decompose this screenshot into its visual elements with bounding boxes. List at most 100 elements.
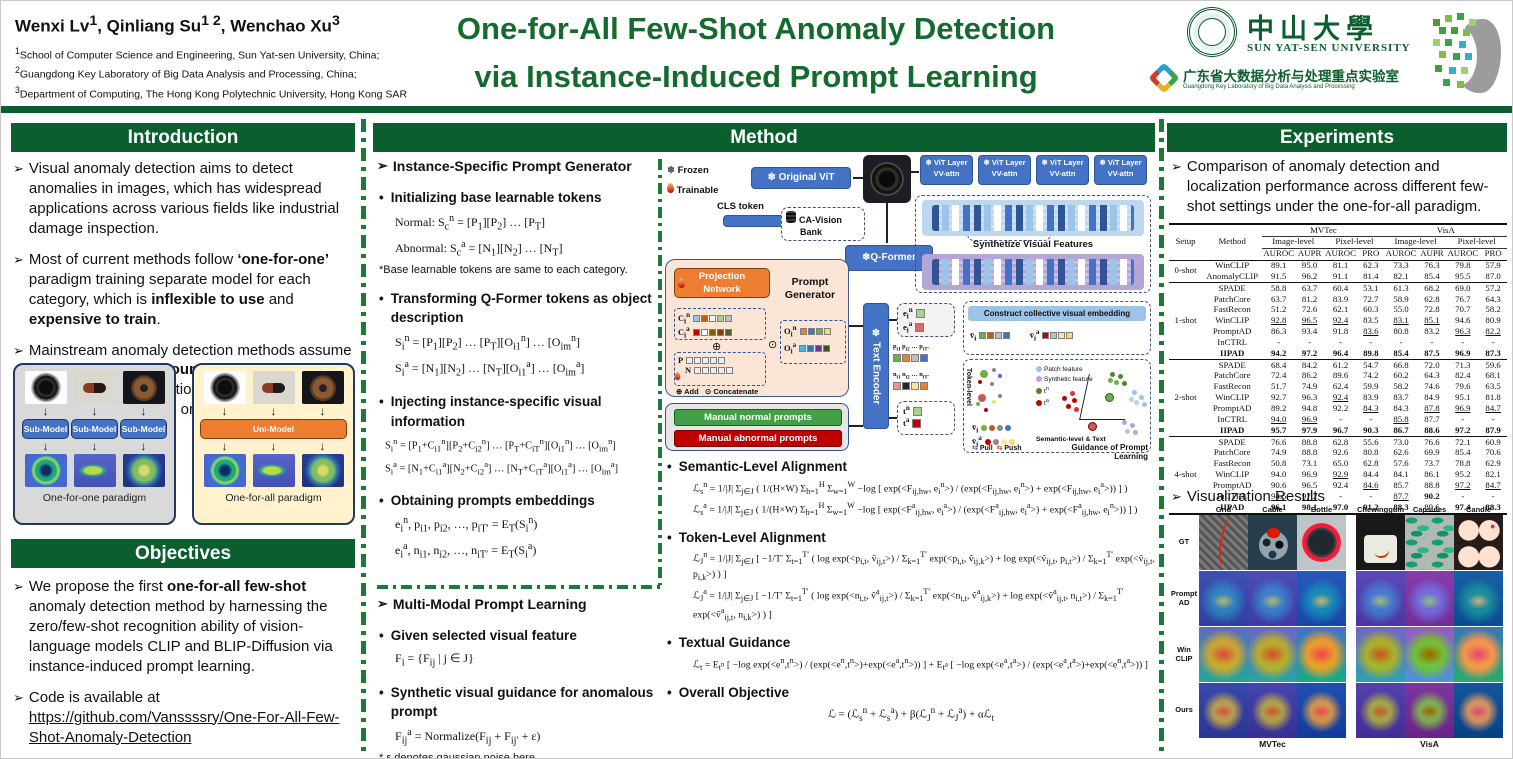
method-cell: IIPAD — [1220, 501, 1245, 512]
arrow-bullet-icon: ➢ — [377, 596, 388, 611]
heatmap-capsule — [73, 454, 116, 487]
column-header: Method — [1218, 236, 1246, 247]
heatmap-image — [1297, 683, 1346, 738]
bullet-text: We propose the first one-for-all few-sho… — [29, 577, 354, 677]
down-arrows: ↓ ↓ ↓ — [42, 439, 147, 453]
heatmap-image — [1356, 627, 1405, 682]
arrow-line — [849, 425, 863, 427]
column-header: Image-level — [1384, 236, 1447, 249]
metric-cell: 85.4 — [1393, 347, 1409, 358]
method-cell: WinCLIP — [1215, 469, 1250, 480]
metric-cell: 93.4 — [1301, 326, 1318, 337]
column-header: AUROC — [1262, 248, 1296, 261]
sample-image-nut — [301, 371, 344, 404]
instance-tokens-box: Cin Cia — [674, 308, 766, 340]
metric-cell: 62.9 — [1485, 458, 1501, 469]
text-span: Comparison of anomaly detection and loca… — [1186, 158, 1489, 215]
method-cell: PromptAD — [1212, 479, 1252, 490]
formula: eia, ni1, ni2, …, niT′ = ET(Sia) — [395, 541, 537, 561]
one-for-one-panel: ↓ ↓ ↓ Sub-Model Sub-Model Sub-Model ↓ ↓ ↓ On… — [13, 363, 176, 525]
loss-heading: • Token-Level Alignment — [667, 528, 1155, 548]
metric-cell: 94.8 — [1301, 403, 1318, 413]
title-line-1: One-for-All Few-Shot Anomaly Detection — [456, 11, 1056, 46]
metric-cell: 62.8 — [1424, 293, 1440, 304]
heatmap-image — [1454, 627, 1503, 682]
viz-row: Win CLIP — [1169, 627, 1507, 682]
multimodal-block: ➢ Multi-Modal Prompt Learning • Given sel… — [377, 595, 657, 759]
metric-cell: 73.3 — [1384, 259, 1418, 272]
sample-image-nut — [122, 371, 165, 404]
metric-cell: 95.1 — [1455, 392, 1471, 403]
footnote: * ε denotes gaussian noise here. — [379, 751, 539, 759]
vit-layer-box: ❄ ViT Layer VV-attn — [920, 155, 973, 185]
viz-row-label: GT — [1178, 537, 1190, 547]
table-row: IIPAD 94.2 97.2 96.4 89.8 85.4 87.5 96.9 87.3 — [1169, 348, 1507, 359]
bullet-item: ➢ Most of current methods follow ‘one-for… — [13, 250, 354, 330]
metric-cell: 83.1 — [1393, 315, 1409, 326]
metric-cell: 97.2 — [1301, 347, 1318, 358]
snowflake-icon: ❄ — [667, 165, 675, 176]
add-icon: ⊕ — [712, 341, 722, 353]
viz-column-label: Capsules — [1412, 505, 1447, 514]
metric-cell: 92.8 — [1271, 315, 1287, 326]
metric-cell: 66.8 — [1384, 359, 1418, 371]
column-header: AUROC — [1324, 248, 1357, 261]
metric-cell: 55.0 — [1393, 304, 1409, 315]
cluster-tn — [1110, 372, 1115, 377]
metric-cell: 51.7 — [1271, 381, 1287, 392]
patch-features-band — [922, 200, 1144, 236]
metric-cell: 76.7 — [1455, 293, 1471, 304]
one-for-all-caption: One-for-all paradigm — [225, 492, 322, 504]
metric-cell: 57.2 — [1479, 282, 1507, 295]
metric-cell: 72.7 — [1363, 293, 1379, 304]
column-header: Setup — [1175, 236, 1196, 247]
metric-cell: 62.3 — [1356, 259, 1385, 272]
gt-image — [1356, 515, 1405, 570]
metric-cell: 74.6 — [1424, 381, 1440, 392]
metric-cell: 87.0 — [1485, 270, 1501, 281]
heading-text: Synthetic visual guidance for anomalous … — [390, 684, 654, 720]
metric-cell: 83.9 — [1363, 392, 1379, 403]
metric-cell: 96.7 — [1332, 424, 1349, 435]
metric-cell: 85.1 — [1424, 315, 1440, 326]
table-row: IIPAD 96.1 98.1 97.0 91.2 88.3 89.6 97.4 88.3 — [1169, 502, 1507, 514]
heatmap-image — [1454, 571, 1503, 626]
loss-item: • Overall Objective ℒ = (ℒsn + ℒsa) + β(ℒJ… — [667, 683, 1155, 726]
metric-cell: 96.9 — [1455, 347, 1471, 358]
metric-cell: 80.8 — [1363, 447, 1379, 458]
metric-cell: 82.2 — [1485, 326, 1501, 337]
cls-token-bar — [723, 215, 789, 227]
loss-item: • Semantic-Level Alignment ℒsn = 1/|J| Σj∈… — [667, 457, 1155, 519]
metric-cell: 72.8 — [1424, 304, 1440, 315]
metric-cell: 88.3 — [1393, 501, 1409, 512]
lab-name-cn: 广东省大数据分析与处理重点实验室 — [1183, 69, 1399, 84]
metric-cell: 62.8 — [1363, 458, 1379, 469]
metric-cell: 98.1 — [1301, 501, 1318, 512]
loss-heading: • Semantic-Level Alignment — [667, 457, 1155, 477]
dataset-gap — [1346, 515, 1356, 570]
metric-cell: 73.0 — [1384, 436, 1418, 448]
cluster-synthetic — [1122, 420, 1127, 425]
token-scatter-normal — [980, 370, 988, 378]
github-link[interactable]: https://github.com/Vanssssry/One-For-All… — [28, 708, 340, 746]
formula: ein, pi1, pi2, …, piT′ = ET(Sin) — [395, 515, 538, 535]
text-span: one-for-all few-shot — [167, 578, 307, 595]
visualization-grid: Grid Cable Bottle Chewinggum Capsules Candle G… — [1169, 505, 1507, 750]
dot-bullet-icon: • — [379, 290, 384, 306]
metric-cell: - — [1430, 336, 1434, 347]
metric-cell: 88.8 — [1301, 447, 1318, 458]
method-item: • Synthetic visual guidance for anomalous… — [379, 683, 657, 759]
metric-cell: 58.2 — [1485, 304, 1501, 315]
metric-cell: 58.2 — [1393, 381, 1409, 392]
metric-cell: 80.8 — [1393, 326, 1409, 337]
table-row: 2-shot SPADE 68.4 84.2 61.2 54.7 66.8 72.0 71.3 5… — [1169, 359, 1507, 437]
formula: Sia = [N1][N2] … [NT][Oi1a] … [Oima] — [395, 358, 585, 378]
metric-cell: 88.6 — [1424, 424, 1440, 435]
metric-cell: 70.7 — [1455, 304, 1471, 315]
column-header: PRO — [1479, 248, 1507, 261]
metric-cell: 50.8 — [1271, 458, 1287, 469]
loss-formula: ℒsa = 1/|J| Σj∈J ( 1/(H×W) Σh=1H Σw=1W −… — [693, 500, 1138, 517]
metric-cell: 62.6 — [1393, 447, 1409, 458]
anchor-en — [1105, 393, 1114, 402]
